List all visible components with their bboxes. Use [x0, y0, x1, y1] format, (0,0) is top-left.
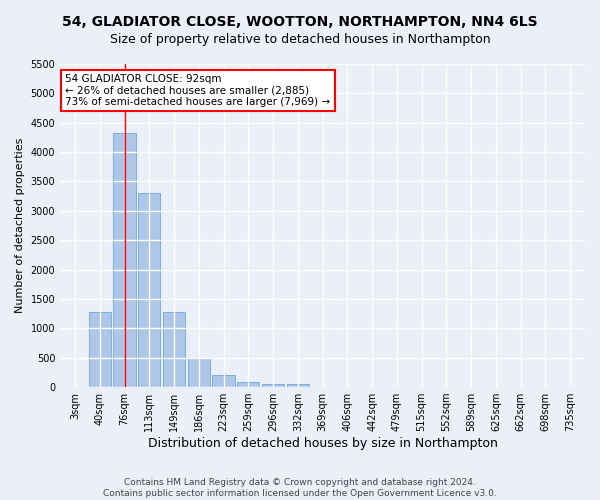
- Bar: [262, 384, 284, 387]
- Bar: [287, 384, 309, 387]
- Bar: [188, 358, 210, 387]
- Bar: [113, 132, 136, 387]
- Bar: [237, 382, 259, 387]
- Text: Contains HM Land Registry data © Crown copyright and database right 2024.
Contai: Contains HM Land Registry data © Crown c…: [103, 478, 497, 498]
- Bar: [138, 193, 160, 387]
- X-axis label: Distribution of detached houses by size in Northampton: Distribution of detached houses by size …: [148, 437, 497, 450]
- Text: 54, GLADIATOR CLOSE, WOOTTON, NORTHAMPTON, NN4 6LS: 54, GLADIATOR CLOSE, WOOTTON, NORTHAMPTO…: [62, 15, 538, 29]
- Text: 54 GLADIATOR CLOSE: 92sqm
← 26% of detached houses are smaller (2,885)
73% of se: 54 GLADIATOR CLOSE: 92sqm ← 26% of detac…: [65, 74, 331, 107]
- Bar: [89, 312, 111, 387]
- Bar: [163, 312, 185, 387]
- Y-axis label: Number of detached properties: Number of detached properties: [15, 138, 25, 313]
- Text: Size of property relative to detached houses in Northampton: Size of property relative to detached ho…: [110, 32, 490, 46]
- Bar: [212, 374, 235, 387]
